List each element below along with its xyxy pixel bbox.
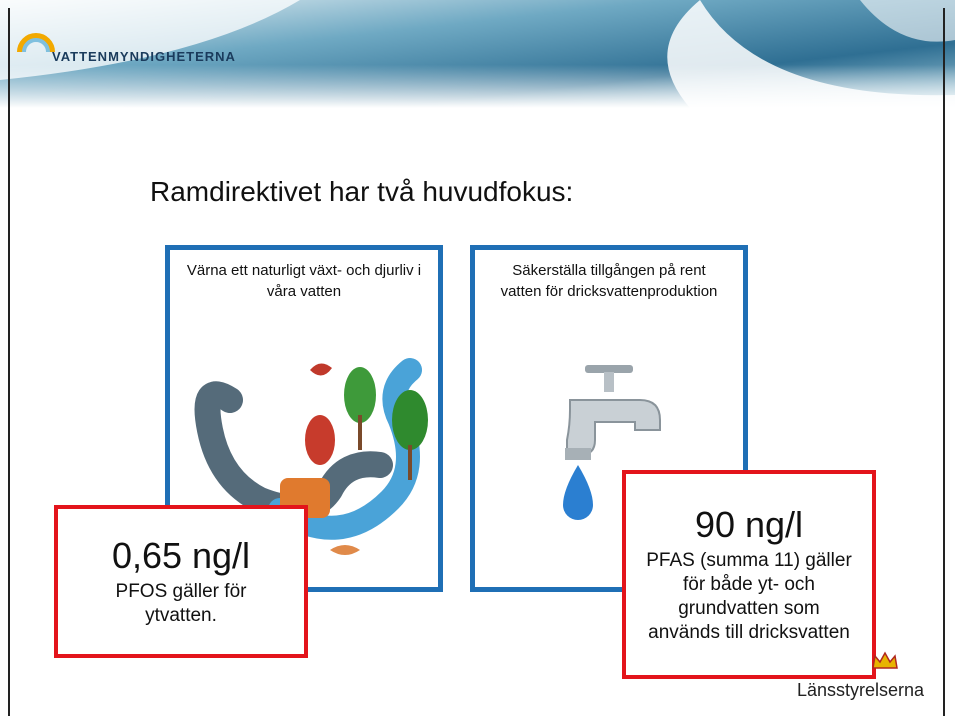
highlight-value: 90 ng/l: [626, 505, 872, 545]
highlight-text: PFOS gäller för ytvatten.: [78, 580, 284, 628]
highlight-value: 0,65 ng/l: [58, 536, 304, 576]
highlight-box: 90 ng/l PFAS (summa 11) gäller för både …: [622, 470, 876, 679]
box-text: Säkerställa tillgången på rent vatten fö…: [491, 260, 727, 302]
header-logo: VATTENMYNDIGHETERNA: [52, 49, 236, 64]
footer-logo: Länsstyrelserna: [797, 680, 924, 701]
box-text: Värna ett naturligt växt- och djurliv i …: [186, 260, 422, 302]
slide-title: Ramdirektivet har två huvudfokus:: [150, 176, 573, 208]
slide: VATTENMYNDIGHETERNA Ramdirektivet har tv…: [0, 0, 955, 718]
crown-icon: [870, 650, 900, 672]
highlight-box: 0,65 ng/l PFOS gäller för ytvatten.: [54, 505, 308, 658]
highlight-text: PFAS (summa 11) gäller för både yt- och …: [646, 549, 852, 645]
